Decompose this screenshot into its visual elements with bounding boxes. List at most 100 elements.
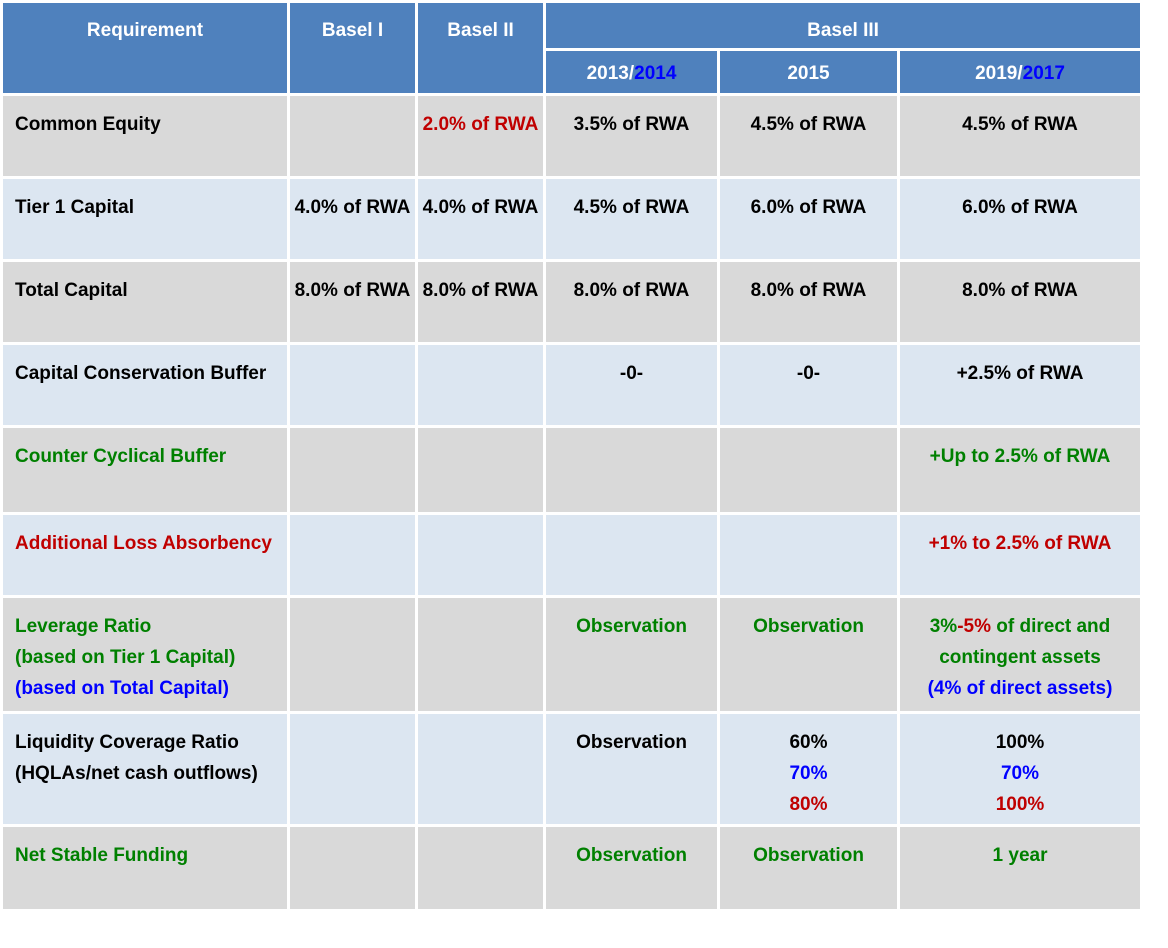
text-segment: 4.0% of RWA <box>294 197 411 218</box>
text-segment: Observation <box>576 616 687 637</box>
text-segment: Observation <box>576 732 687 753</box>
text-segment: 70% <box>1000 763 1040 784</box>
table-cell: Observation <box>717 595 900 714</box>
table-row: Net Stable Funding Observation Observation… <box>0 824 1144 912</box>
table-cell <box>415 342 546 428</box>
header-cell: Basel III <box>542 0 1144 51</box>
table-cell <box>543 425 720 515</box>
text-line: 4.0% of RWA <box>290 192 415 223</box>
table-cell <box>287 824 418 912</box>
text-line: 100% <box>900 727 1140 758</box>
table-cell: 4.5% of RWA <box>896 93 1144 179</box>
text-line: 70% <box>900 758 1140 789</box>
text-line: 60% <box>720 727 897 758</box>
text-segment: -0- <box>796 363 821 384</box>
table-cell <box>287 425 418 515</box>
text-segment: Net Stable Funding <box>15 845 189 866</box>
text-line: 4.0% of RWA <box>418 192 543 223</box>
text-segment: +Up to 2.5% of RWA <box>929 446 1111 467</box>
text-line: Total Capital <box>15 275 287 306</box>
header-cell: 2019/2017 <box>896 48 1144 96</box>
text-line: (based on Total Capital) <box>15 673 287 704</box>
text-segment: Common Equity <box>15 114 161 135</box>
text-segment: of direct and <box>990 616 1111 637</box>
table-cell: 4.5% of RWA <box>717 93 900 179</box>
text-segment: Liquidity Coverage Ratio <box>15 732 239 753</box>
text-segment: 70% <box>789 763 828 784</box>
text-segment: 2013/ <box>586 63 635 84</box>
text-line: 8.0% of RWA <box>720 275 897 306</box>
table-cell <box>287 93 418 179</box>
text-segment: Basel III <box>807 20 879 41</box>
text-segment: (based on Total Capital) <box>15 678 229 699</box>
table-cell: 100% 70% 100% <box>896 711 1144 827</box>
text-segment: (4% of direct assets) <box>927 678 1113 699</box>
text-line: 4.5% of RWA <box>720 109 897 140</box>
text-line: Capital Conservation Buffer <box>15 358 287 389</box>
table-cell <box>415 425 546 515</box>
text-line: (based on Tier 1 Capital) <box>15 642 287 673</box>
table-cell <box>717 512 900 598</box>
table-cell: 3%-5% of direct and contingent assets (4% … <box>896 595 1144 714</box>
text-segment: Observation <box>576 845 687 866</box>
text-segment: -5% <box>957 616 991 637</box>
header-cell: 2015 <box>717 48 900 96</box>
text-line: Observation <box>720 611 897 642</box>
row-label: Tier 1 Capital <box>0 176 290 262</box>
text-line: 8.0% of RWA <box>546 275 717 306</box>
table-row: Liquidity Coverage Ratio (HQLAs/net cash … <box>0 711 1144 827</box>
table-cell: +Up to 2.5% of RWA <box>896 425 1144 515</box>
text-segment: 3.5% of RWA <box>573 114 690 135</box>
text-line: Leverage Ratio <box>15 611 287 642</box>
table-cell: -0- <box>717 342 900 428</box>
text-line: Additional Loss Absorbency <box>15 528 287 559</box>
text-segment: Basel I <box>321 20 384 41</box>
table-cell: 4.0% of RWA <box>415 176 546 262</box>
table-cell <box>415 512 546 598</box>
text-segment: -0- <box>619 363 644 384</box>
table-cell: 8.0% of RWA <box>896 259 1144 345</box>
text-segment: 2014 <box>634 63 677 84</box>
text-line: Net Stable Funding <box>15 840 287 871</box>
text-line: -0- <box>720 358 897 389</box>
table-header: Requirement Basel I Basel II Basel III 2013/… <box>0 0 1144 96</box>
text-line: (HQLAs/net cash outflows) <box>15 758 287 789</box>
text-line: Counter Cyclical Buffer <box>15 441 287 472</box>
header-cell: Basel I <box>287 0 418 96</box>
text-segment: 4.5% of RWA <box>750 114 867 135</box>
header-cell: Requirement <box>0 0 290 96</box>
text-segment: 3% <box>929 616 958 637</box>
text-line: 80% <box>720 789 897 820</box>
text-segment: 6.0% of RWA <box>750 197 867 218</box>
text-line: (4% of direct assets) <box>900 673 1140 704</box>
text-segment: (HQLAs/net cash outflows) <box>15 763 258 784</box>
text-segment: Additional Loss Absorbency <box>15 533 272 554</box>
text-line: Common Equity <box>15 109 287 140</box>
row-label: Capital Conservation Buffer <box>0 342 290 428</box>
text-segment: Basel II <box>447 20 514 41</box>
text-segment: Leverage Ratio <box>15 616 152 637</box>
text-segment: Total Capital <box>15 280 128 301</box>
text-segment: 100% <box>995 732 1045 753</box>
text-segment: 2019/ <box>975 63 1023 84</box>
header-cell: Basel II <box>415 0 546 96</box>
text-segment: Requirement <box>86 20 204 41</box>
text-line: +1% to 2.5% of RWA <box>900 528 1140 559</box>
text-segment: +2.5% of RWA <box>956 363 1084 384</box>
text-segment: Observation <box>753 616 864 637</box>
text-segment: 4.0% of RWA <box>422 197 539 218</box>
text-line: 8.0% of RWA <box>900 275 1140 306</box>
table-row: Total Capital 8.0% of RWA 8.0% of RWA 8.0% … <box>0 259 1144 345</box>
text-line: contingent assets <box>900 642 1140 673</box>
text-segment: 2015 <box>787 63 830 84</box>
table-row: Common Equity 2.0% of RWA 3.5% of RWA 4.5% … <box>0 93 1144 179</box>
text-segment: 60% <box>789 732 828 753</box>
text-segment: 6.0% of RWA <box>962 197 1078 218</box>
text-segment: contingent assets <box>939 647 1101 668</box>
text-segment: 8.0% of RWA <box>422 280 539 301</box>
row-label: Leverage Ratio (based on Tier 1 Capital) (… <box>0 595 290 714</box>
table-cell: 3.5% of RWA <box>543 93 720 179</box>
table-cell: Observation <box>543 711 720 827</box>
text-line: -0- <box>546 358 717 389</box>
row-label: Net Stable Funding <box>0 824 290 912</box>
